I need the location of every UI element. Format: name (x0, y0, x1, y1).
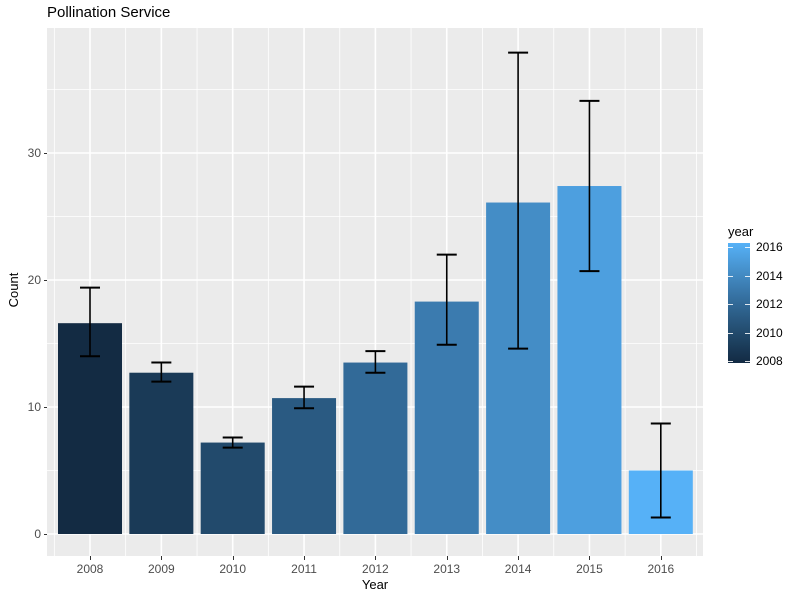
y-tick-label-30: 30 (27, 146, 41, 160)
x-tick-mark (446, 556, 448, 560)
x-tick-mark (304, 556, 306, 560)
x-tick-label-2012: 2012 (362, 562, 389, 576)
x-tick-label-2009: 2009 (147, 562, 175, 576)
colorbar-tick (745, 332, 750, 334)
x-tick-label-2016: 2016 (647, 562, 675, 576)
y-tick-mark (43, 534, 47, 535)
x-tick-mark (589, 556, 591, 560)
bar-2008 (58, 323, 122, 534)
x-tick-label-2013: 2013 (433, 562, 461, 576)
plot-panel (47, 28, 703, 556)
x-tick-label-2010: 2010 (219, 562, 247, 576)
colorbar-tick (728, 304, 733, 306)
legend-label-2010: 2010 (756, 325, 783, 340)
colorbar-tick (745, 247, 750, 248)
colorbar-tick (728, 247, 733, 248)
bar-2010 (200, 442, 265, 534)
colorbar-tick (745, 361, 750, 363)
x-tick-mark (375, 556, 377, 560)
colorbar-tick (745, 275, 750, 277)
colorbar-tick (745, 304, 750, 306)
bar-2012 (343, 362, 408, 534)
legend-label-2014: 2014 (756, 268, 783, 283)
y-tick-label-0: 0 (34, 527, 41, 541)
bar-chart-canvas (47, 28, 703, 556)
x-tick-mark (518, 556, 520, 560)
legend: year 2016 2014 2012 2010 2008 (727, 224, 800, 374)
bar-2009 (129, 372, 194, 534)
x-tick-mark (660, 556, 662, 560)
legend-label-2008: 2008 (756, 354, 783, 369)
x-tick-mark (90, 556, 91, 560)
legend-colorbar (728, 243, 750, 363)
y-tick-mark (43, 280, 47, 281)
x-tick-mark (232, 556, 234, 560)
legend-label-2012: 2012 (756, 297, 783, 312)
legend-label-2016: 2016 (756, 240, 783, 254)
legend-title: year (728, 224, 754, 239)
x-tick-label-2015: 2015 (576, 562, 603, 576)
x-tick-mark (161, 556, 163, 560)
colorbar-tick (728, 275, 733, 277)
y-tick-label-20: 20 (27, 273, 41, 287)
x-tick-label-2014: 2014 (504, 562, 532, 576)
x-tick-label-2011: 2011 (291, 562, 317, 576)
bar-2011 (272, 398, 337, 534)
chart-title: Pollination Service (47, 4, 171, 21)
x-axis-title: Year (361, 577, 389, 592)
colorbar-tick (728, 332, 733, 334)
y-tick-mark (43, 407, 47, 408)
x-tick-label-2008: 2008 (76, 562, 104, 576)
y-tick-mark (43, 153, 47, 154)
colorbar-tick (728, 361, 733, 363)
y-axis-title: Count (6, 272, 21, 308)
y-tick-label-10: 10 (27, 400, 41, 414)
